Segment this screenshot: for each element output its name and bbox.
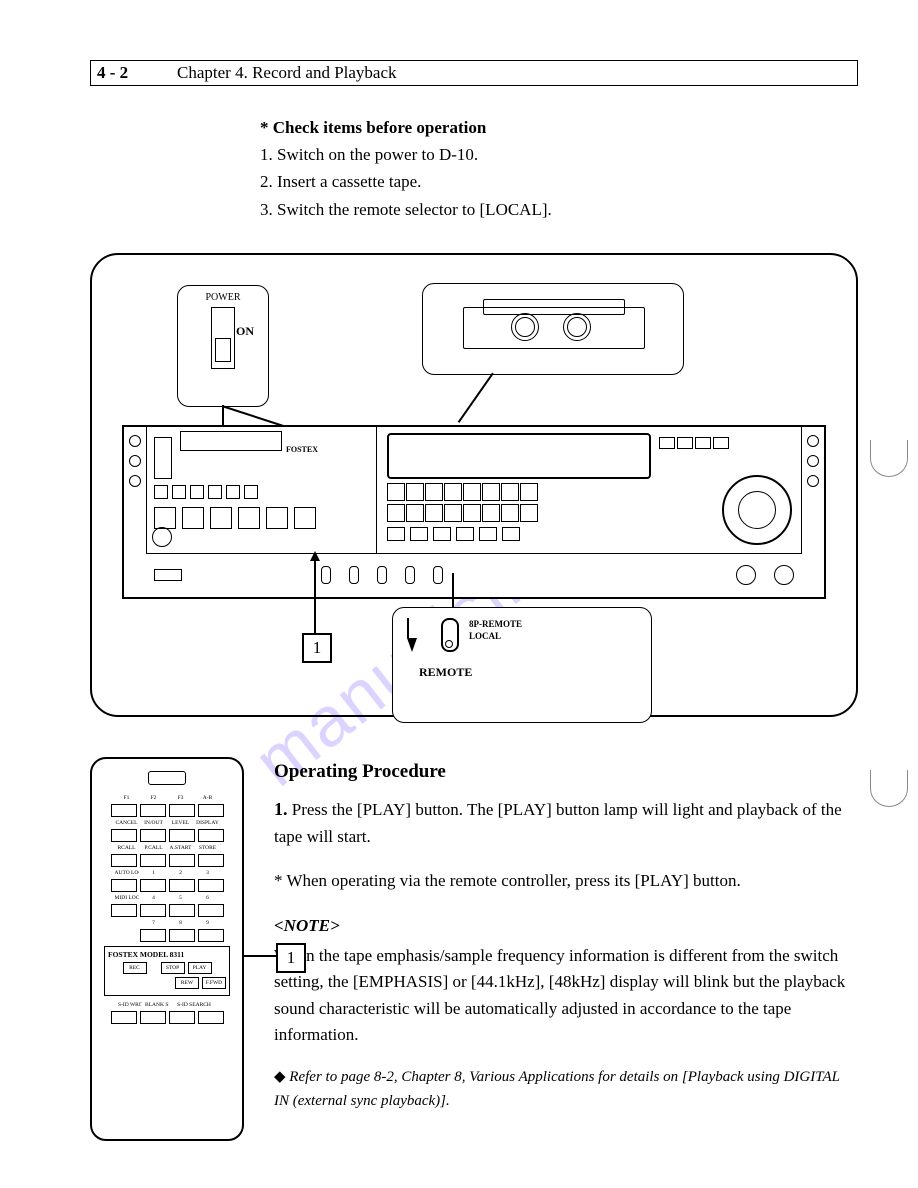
selector-switch-icon — [441, 618, 459, 652]
remote-label-astart: A.START — [169, 845, 193, 851]
chapter-title: Chapter 4. Record and Playback — [177, 63, 397, 83]
note-body: When the tape emphasis/sample frequency … — [274, 943, 858, 1048]
remote-label-1: 1 — [142, 870, 166, 876]
remote-rew-button: REW — [175, 977, 199, 989]
remote-callout-number-1: 1 — [276, 943, 306, 973]
remote-label-blankskip: BLANK SKIP — [145, 1002, 169, 1008]
remote-selector-callout: 8P-REMOTE LOCAL REMOTE — [392, 607, 652, 723]
remote-label-display: DISPLAY — [196, 820, 220, 826]
power-label: POWER — [178, 292, 268, 303]
power-on-label: ON — [236, 324, 254, 339]
step-text: Press the [PLAY] button. The [PLAY] butt… — [274, 800, 842, 846]
ir-window-icon — [148, 771, 186, 785]
selector-opt-remote: 8P-REMOTE — [469, 619, 522, 629]
remote-label-cancel: CANCEL — [115, 820, 139, 826]
callout-arrow — [314, 553, 316, 633]
remote-label-3: 3 — [196, 870, 220, 876]
check-item-3: 3. Switch the remote selector to [LOCAL]… — [260, 196, 858, 223]
remote-label-2: 2 — [169, 870, 193, 876]
display-control-section — [377, 427, 802, 553]
cassette-callout — [422, 283, 684, 375]
remote-label-level: LEVEL — [169, 820, 193, 826]
remote-label-f3: F3 — [169, 795, 193, 801]
remote-label-inout: IN/OUT — [142, 820, 166, 826]
remote-stop-button: STOP — [161, 962, 185, 974]
note-title: <NOTE> — [274, 913, 858, 939]
remote-label: REMOTE — [419, 665, 637, 680]
remote-label-4: 4 — [142, 895, 166, 901]
dat-recorder-front-panel: FOSTEX — [122, 425, 826, 599]
remote-label-f1: F1 — [115, 795, 139, 801]
remote-label-ab: A-B — [196, 795, 220, 801]
operating-procedure-text: Operating Procedure 1. Press the [PLAY] … — [274, 757, 858, 1141]
refer-text: Refer to page 8-2, Chapter 8, Various Ap… — [274, 1069, 840, 1108]
jog-wheel-icon — [722, 475, 792, 545]
remote-label-8: 8 — [169, 920, 193, 926]
remote-rec-button: REC — [123, 962, 147, 974]
check-items-block: * Check items before operation 1. Switch… — [260, 114, 858, 223]
remote-label-sidwrite: S-ID WRITE — [118, 1002, 142, 1008]
brand-label: FOSTEX — [286, 445, 318, 454]
operating-title: Operating Procedure — [274, 757, 858, 786]
remote-transport-section: FOSTEX MODEL 8311 REC STOP PLAY REW F.FW… — [104, 946, 230, 996]
remote-label-midiloc: MIDI LOC — [115, 895, 139, 901]
refer-note: ◆ Refer to page 8-2, Chapter 8, Various … — [274, 1066, 858, 1113]
check-item-1: 1. Switch on the power to D-10. — [260, 141, 858, 168]
check-items-title: * Check items before operation — [260, 114, 858, 141]
cassette-icon — [463, 299, 643, 354]
callout-line — [242, 955, 276, 957]
operating-step-1: 1. Press the [PLAY] button. The [PLAY] b… — [274, 796, 858, 850]
remote-label-6: 6 — [196, 895, 220, 901]
tape-transport-section: FOSTEX — [146, 427, 377, 553]
remote-model-label: FOSTEX MODEL 8311 — [108, 950, 226, 959]
remote-label-5: 5 — [169, 895, 193, 901]
leader-line — [452, 573, 454, 607]
power-switch-callout: POWER ON — [177, 285, 269, 407]
callout-number-1: 1 — [302, 633, 332, 663]
step-number: 1. — [274, 799, 288, 819]
remote-label-rcall: RCALL — [115, 845, 139, 851]
remote-label-store: STORE — [196, 845, 220, 851]
remote-note: * When operating via the remote controll… — [274, 868, 858, 894]
remote-label-autoloc: AUTO LOC — [115, 870, 139, 876]
selector-opt-local: LOCAL — [469, 631, 501, 641]
check-item-2: 2. Insert a cassette tape. — [260, 168, 858, 195]
remote-ffwd-button: F.FWD — [202, 977, 226, 989]
diamond-bullet-icon: ◆ — [274, 1069, 286, 1085]
remote-label-7: 7 — [142, 920, 166, 926]
power-switch-icon — [211, 307, 235, 369]
remote-label-sidsearch: S-ID SEARCH — [172, 1002, 216, 1008]
remote-controller-diagram: F1F2F3A-B CANCELIN/OUTLEVELDISPLAY RCALL… — [90, 757, 244, 1141]
page-number: 4 - 2 — [97, 63, 177, 83]
remote-label-f2: F2 — [142, 795, 166, 801]
page-header: 4 - 2 Chapter 4. Record and Playback — [90, 60, 858, 86]
remote-label-9: 9 — [196, 920, 220, 926]
remote-play-button: PLAY — [188, 962, 212, 974]
remote-label-pcall: P.CALL — [142, 845, 166, 851]
leader-line — [458, 372, 494, 422]
device-diagram: POWER ON FOSTEX — [90, 253, 858, 717]
